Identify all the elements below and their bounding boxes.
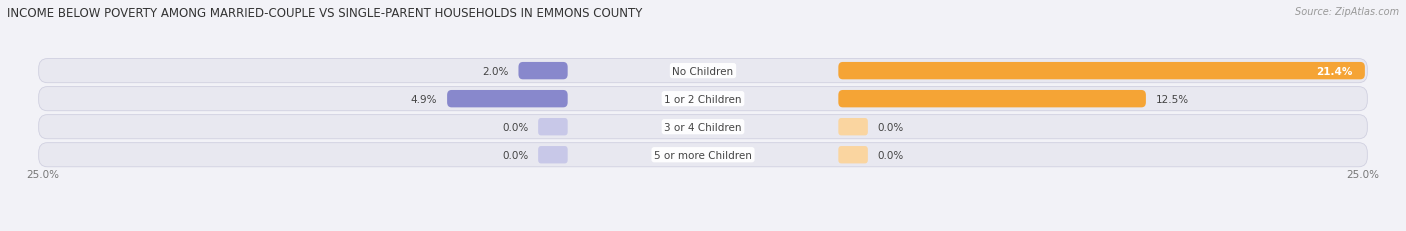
FancyBboxPatch shape <box>838 63 1365 80</box>
Text: 1 or 2 Children: 1 or 2 Children <box>664 94 742 104</box>
FancyBboxPatch shape <box>838 146 868 164</box>
FancyBboxPatch shape <box>38 59 1367 83</box>
FancyBboxPatch shape <box>838 91 1146 108</box>
Text: Source: ZipAtlas.com: Source: ZipAtlas.com <box>1295 7 1399 17</box>
FancyBboxPatch shape <box>38 143 1367 167</box>
FancyBboxPatch shape <box>519 63 568 80</box>
FancyBboxPatch shape <box>38 87 1367 111</box>
Text: 12.5%: 12.5% <box>1156 94 1189 104</box>
FancyBboxPatch shape <box>38 115 1367 139</box>
Text: 25.0%: 25.0% <box>27 170 59 179</box>
FancyBboxPatch shape <box>838 119 868 136</box>
Text: 0.0%: 0.0% <box>877 150 904 160</box>
Text: 0.0%: 0.0% <box>877 122 904 132</box>
FancyBboxPatch shape <box>447 91 568 108</box>
Text: 5 or more Children: 5 or more Children <box>654 150 752 160</box>
Text: 2.0%: 2.0% <box>482 66 509 76</box>
Text: 4.9%: 4.9% <box>411 94 437 104</box>
Text: 3 or 4 Children: 3 or 4 Children <box>664 122 742 132</box>
Text: 21.4%: 21.4% <box>1316 66 1353 76</box>
Text: 0.0%: 0.0% <box>502 122 529 132</box>
Text: No Children: No Children <box>672 66 734 76</box>
FancyBboxPatch shape <box>538 119 568 136</box>
Text: 0.0%: 0.0% <box>502 150 529 160</box>
Text: 25.0%: 25.0% <box>1347 170 1379 179</box>
Text: INCOME BELOW POVERTY AMONG MARRIED-COUPLE VS SINGLE-PARENT HOUSEHOLDS IN EMMONS : INCOME BELOW POVERTY AMONG MARRIED-COUPL… <box>7 7 643 20</box>
FancyBboxPatch shape <box>538 146 568 164</box>
